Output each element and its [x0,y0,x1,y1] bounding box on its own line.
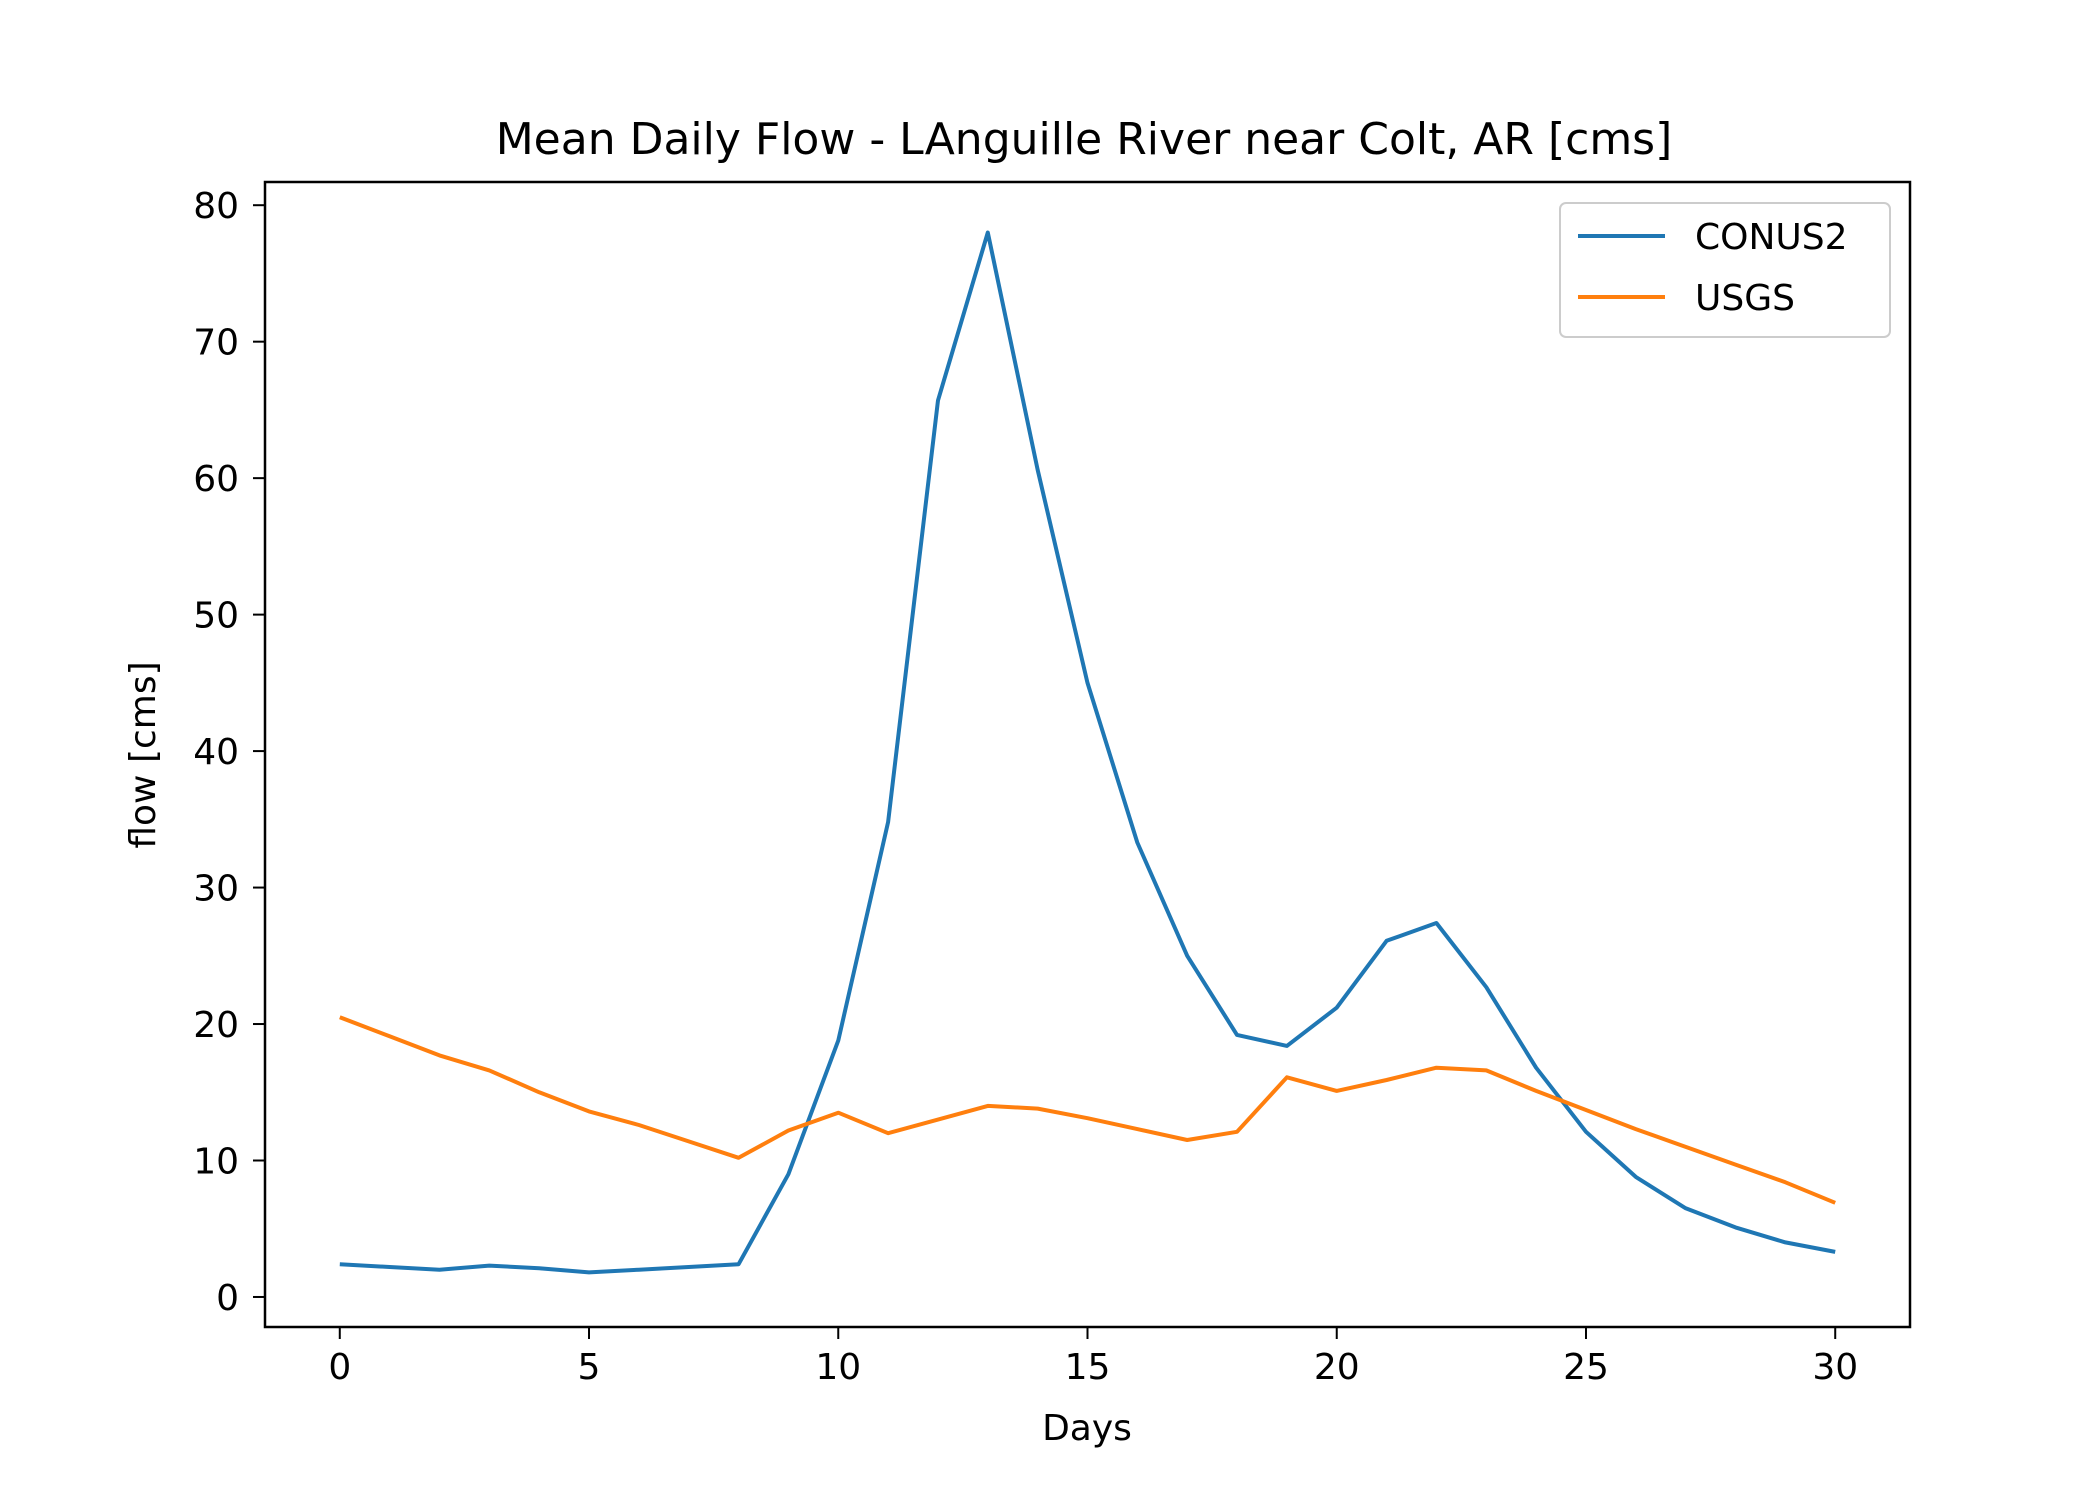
x-axis-label: Days [1042,1408,1132,1449]
plot-area [263,180,1912,1329]
legend-label-conus2: CONUS2 [1695,217,1848,258]
y-tick-label-50: 50 [193,596,239,637]
x-tick-label-0: 0 [328,1347,351,1388]
y-tick-label-40: 40 [193,732,239,773]
x-tick-label-10: 10 [815,1347,861,1388]
y-tick-label-60: 60 [193,459,239,500]
y-tick-label-10: 10 [193,1142,239,1183]
y-tick-label-0: 0 [216,1278,239,1319]
series-line-conus2 [339,230,1836,1275]
x-tick-label-25: 25 [1563,1347,1609,1388]
legend-label-usgs: USGS [1695,278,1795,319]
y-tick-label-70: 70 [193,323,239,364]
x-tick-label-30: 30 [1812,1347,1858,1388]
y-tick-label-30: 30 [193,869,239,910]
x-tick-label-20: 20 [1314,1347,1360,1388]
y-tick-label-80: 80 [193,186,239,227]
x-tick-label-5: 5 [578,1347,601,1388]
x-axis: 0 5 10 15 20 25 30 [328,1327,1858,1388]
y-axis-label: flow [cms] [123,661,164,848]
y-tick-label-20: 20 [193,1005,239,1046]
series-line-usgs [339,1015,1836,1205]
x-tick-label-15: 15 [1065,1347,1111,1388]
chart-title: Mean Daily Flow - LAnguille River near C… [496,114,1673,165]
legend: CONUS2 USGS [1559,202,1891,338]
plot-background [265,182,1910,1327]
series-layer [339,230,1836,1275]
y-axis: 0 10 20 30 40 50 60 70 80 [193,186,265,1319]
